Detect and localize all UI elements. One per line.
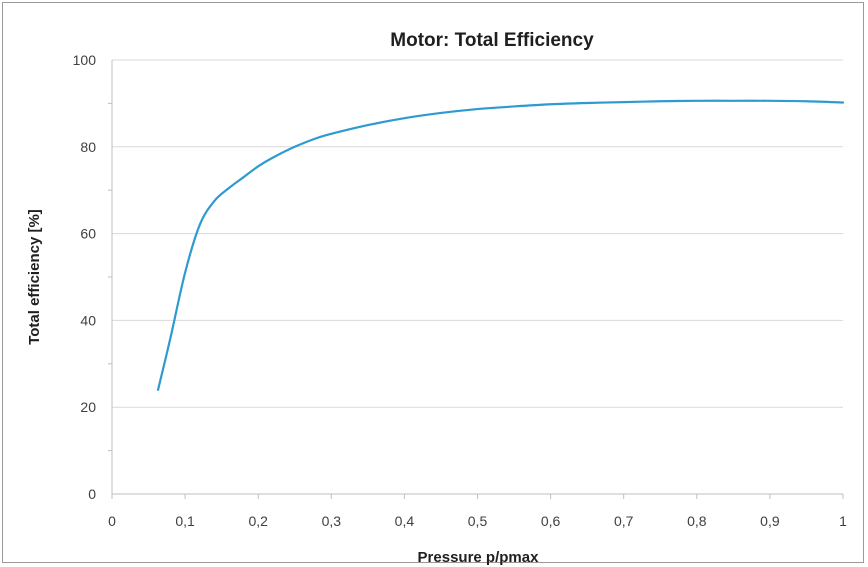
y-tick-label: 0	[88, 486, 96, 502]
y-tick-label: 100	[73, 52, 97, 68]
y-tick-label: 20	[80, 399, 96, 415]
series-layer	[156, 99, 845, 391]
x-tick-label: 0,8	[687, 513, 707, 529]
x-tick-label: 0,3	[322, 513, 342, 529]
y-tick-label: 60	[80, 226, 96, 242]
efficiency-series-line	[156, 99, 845, 391]
x-tick-label: 0,1	[175, 513, 195, 529]
y-tick-label: 80	[80, 139, 96, 155]
y-tick-label: 40	[80, 312, 96, 328]
gridlines	[112, 59, 843, 408]
x-tick-label: 0	[108, 513, 116, 529]
x-tick-label: 1	[839, 513, 847, 529]
tick-labels: 0 20 40 60 80 100 0 0,1 0,2 0,3 0,4 0,5 0,6 0,7 0,8 0,9…	[73, 52, 847, 529]
y-axis-label: Total efficiency [%]	[26, 209, 43, 345]
x-tick-label: 0,6	[541, 513, 561, 529]
x-tick-label: 0,2	[248, 513, 268, 529]
x-tick-label: 0,7	[614, 513, 634, 529]
x-tick-label: 0,5	[468, 513, 488, 529]
x-axis-label: Pressure p/pmax	[418, 549, 540, 566]
chart-title: Motor: Total Efficiency	[390, 30, 594, 51]
x-tick-label: 0,4	[395, 513, 415, 529]
axes	[108, 60, 844, 499]
x-tick-label: 0,9	[760, 513, 780, 529]
